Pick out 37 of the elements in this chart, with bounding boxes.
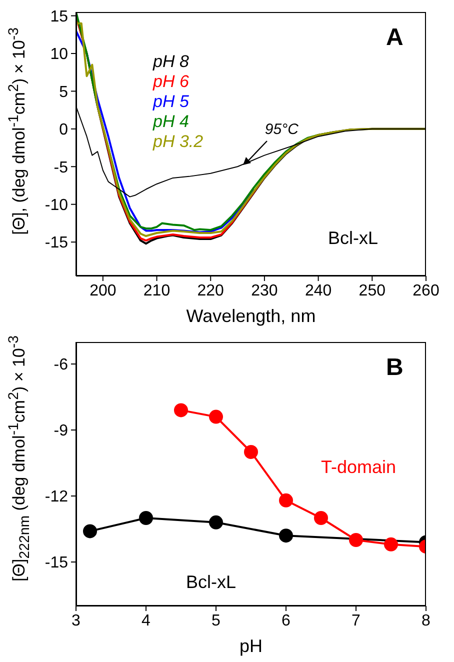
x-tick-label: 260 [412,282,440,300]
x-tick-label: 200 [90,282,116,300]
y-tick-label: -10 [44,197,68,214]
annotation: A [386,24,404,52]
x-tick-label: 4 [142,612,151,630]
x-axis-title: Wavelength, nm [186,306,316,326]
y-tick-label: 0 [59,122,68,139]
text: pH 6 [153,72,190,92]
text: pH 4 [153,112,190,132]
x-tick-label: 6 [282,612,291,630]
x-tick-label: 230 [251,282,278,300]
y-tick-label: 15 [50,8,68,26]
annotation: B [386,354,404,382]
x-tick-label: 250 [358,282,386,300]
x-tick-label: 240 [304,282,332,300]
text: pH 5 [153,92,190,112]
text: Bcl-xL [186,572,236,594]
y-tick-label: -5 [54,159,68,176]
annotation: 95°C [264,121,298,138]
y-tick-label: -9 [54,422,68,440]
y-tick-label: 5 [59,84,68,101]
x-axis-title: pH [239,636,263,656]
text: pH 8 [153,52,190,72]
x-tick-label: 8 [422,612,431,630]
text: pH 3.2 [153,132,204,152]
x-tick-label: 210 [143,282,170,300]
x-tick-label: 3 [72,612,81,630]
y-tick-label: -12 [44,488,68,506]
y-tick-label: -6 [54,356,68,374]
y-tick-label: -15 [44,234,68,252]
y-tick-label: 10 [50,46,68,64]
y-tick-label: -15 [44,554,68,572]
x-tick-label: 7 [352,612,361,630]
x-tick-label: 220 [197,282,224,300]
annotation: Bcl-xL [328,228,378,250]
x-tick-label: 5 [212,612,221,630]
series-label: T-domain [321,456,396,478]
